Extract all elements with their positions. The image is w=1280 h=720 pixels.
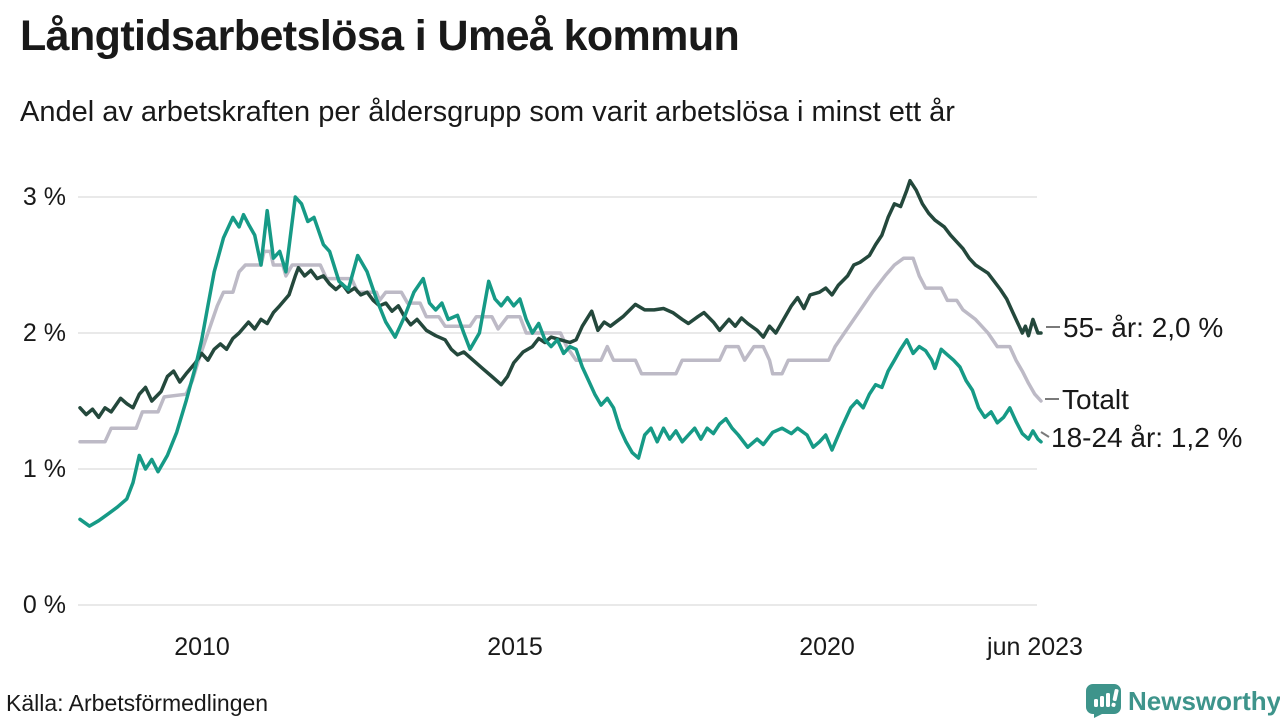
y-tick-3: 3 % — [22, 183, 66, 211]
series-lines — [78, 178, 1043, 528]
connector-18-24-ar — [1040, 431, 1050, 438]
end-label-connectors — [1040, 326, 1060, 438]
x-tick-jun-2023: jun 2023 — [987, 633, 1083, 661]
series-line-55-r — [78, 178, 1043, 420]
x-tick-2010: 2010 — [174, 633, 230, 661]
source-note: Källa: Arbetsförmedlingen — [6, 690, 269, 716]
end-label-18-24-ar: 18-24 år: 1,2 % — [1051, 422, 1243, 453]
x-tick-2020: 2020 — [799, 633, 855, 661]
y-tick-1: 1 % — [22, 455, 66, 483]
y-tick-0: 0 % — [22, 591, 66, 619]
y-tick-2: 2 % — [22, 319, 66, 347]
end-label-totalt: Totalt — [1062, 384, 1129, 415]
series-line-18-24-r — [78, 195, 1043, 528]
gridlines — [78, 196, 1037, 606]
x-tick-2015: 2015 — [487, 633, 543, 661]
end-label-55-ar: 55- år: 2,0 % — [1063, 312, 1224, 343]
page-title: Långtidsarbetslösa i Umeå kommun — [20, 12, 740, 60]
page-subtitle: Andel av arbetskraften per åldersgrupp s… — [20, 96, 955, 128]
newsworthy-brand-text: Newsworthy — [1128, 686, 1280, 716]
newsworthy-logo-icon — [1086, 684, 1121, 718]
